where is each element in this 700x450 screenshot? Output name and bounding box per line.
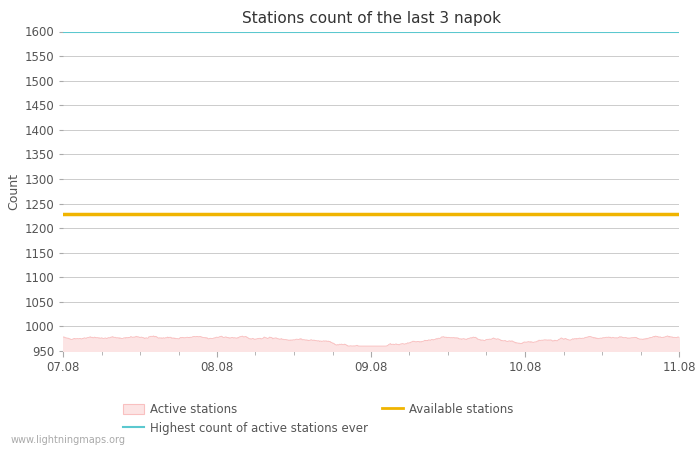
- Text: www.lightningmaps.org: www.lightningmaps.org: [10, 435, 125, 445]
- Title: Stations count of the last 3 napok: Stations count of the last 3 napok: [241, 11, 500, 26]
- Y-axis label: Count: Count: [8, 173, 21, 210]
- Legend: Active stations, Highest count of active stations ever, Available stations: Active stations, Highest count of active…: [118, 398, 519, 440]
